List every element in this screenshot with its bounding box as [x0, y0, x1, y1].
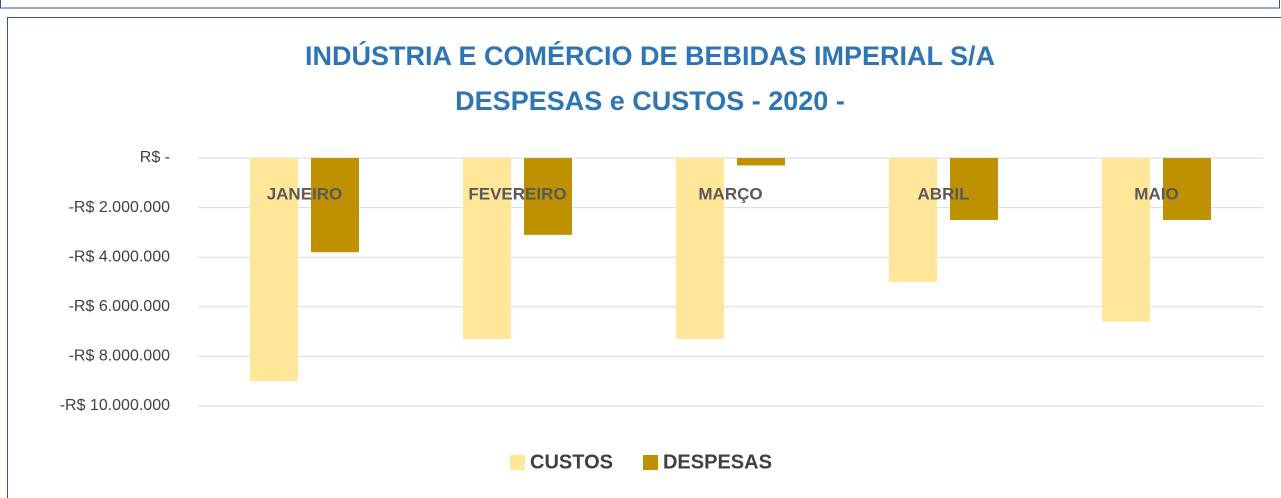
- bar: [1163, 158, 1211, 220]
- y-tick-label: -R$ 2.000.000: [69, 199, 171, 216]
- legend-label: CUSTOS: [530, 451, 613, 473]
- bar: [463, 158, 511, 340]
- bar: [311, 158, 359, 253]
- y-tick-label: R$ -: [140, 149, 170, 166]
- bar: [950, 158, 998, 220]
- bar: [676, 158, 724, 340]
- x-tick-label: MAIO: [1134, 184, 1178, 203]
- y-tick-label: -R$ 8.000.000: [69, 348, 171, 365]
- chart-subtitle: DESPESAS e CUSTOS - 2020 -: [455, 86, 845, 116]
- chart-frame: [7, 17, 1281, 498]
- bar: [250, 158, 298, 382]
- legend-swatch: [642, 455, 658, 470]
- legend-swatch: [510, 455, 525, 470]
- top-frame: [0, 0, 1280, 9]
- bar: [1102, 158, 1150, 322]
- chart-title: INDÚSTRIA E COMÉRCIO DE BEBIDAS IMPERIAL…: [305, 40, 995, 71]
- bar: [737, 158, 785, 166]
- legend-label: DESPESAS: [663, 451, 772, 473]
- y-tick-label: -R$ 4.000.000: [69, 248, 171, 265]
- x-tick-label: FEVEREIRO: [468, 184, 566, 203]
- bar: [889, 158, 937, 282]
- y-tick-label: -R$ 10.000.000: [60, 397, 170, 414]
- x-tick-label: MARÇO: [698, 184, 762, 203]
- x-tick-label: ABRIL: [918, 184, 970, 203]
- bar: [524, 158, 572, 235]
- y-tick-label: -R$ 6.000.000: [69, 298, 171, 315]
- x-tick-label: JANEIRO: [267, 184, 343, 203]
